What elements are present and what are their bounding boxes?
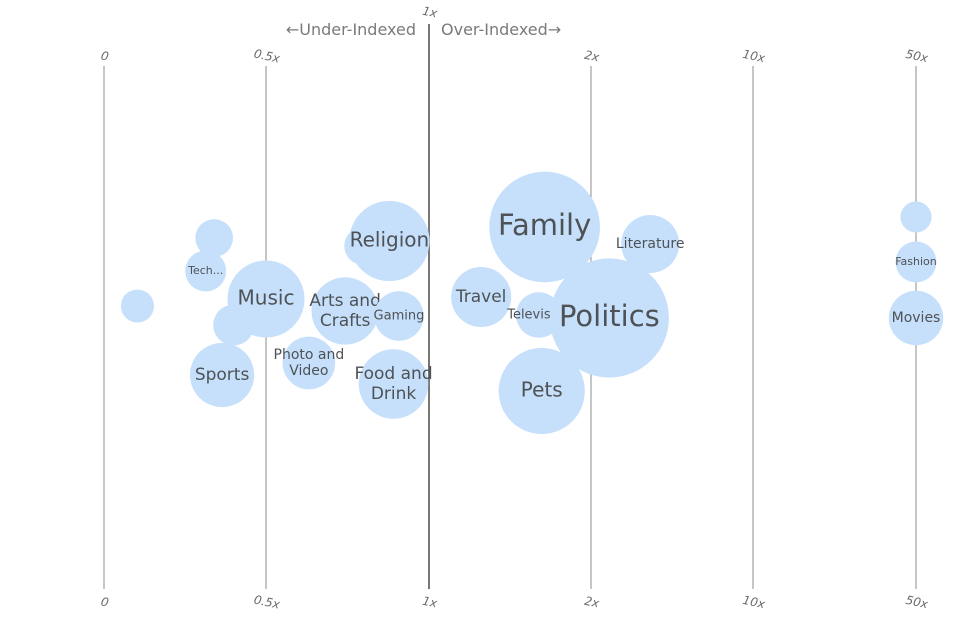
tick-label-bottom: 50x [904, 593, 930, 612]
bubble-label: Video [289, 363, 328, 379]
bubble-label: Movies [892, 310, 941, 326]
bubble-circle [374, 291, 424, 341]
direction-layer: ←Under-Indexed Over-Indexed→ [286, 20, 561, 39]
bubble-literature: Literature [616, 215, 685, 273]
bubble-circle [489, 171, 600, 283]
bubble-circle [185, 250, 227, 292]
bubble-circle [282, 336, 336, 390]
tick-label-bottom: 0.5x [253, 593, 282, 612]
tick-label-bottom: 1x [421, 594, 439, 611]
bubble-label: Pets [521, 378, 563, 402]
bubble-gaming: Gaming [374, 291, 425, 341]
axes-layer: 0 0 0.5x 0.5x 1x 1x 2x 2x 10x 10x 50x 50x [100, 4, 930, 612]
bubble-label: Music [238, 286, 295, 310]
bubble-label: Travel [455, 287, 507, 307]
bubble-circle [895, 241, 937, 283]
bubble-label: Sports [195, 365, 250, 385]
bubble-circle [900, 201, 932, 233]
tick-label-bottom: 10x [741, 593, 767, 612]
bubble-circle [227, 260, 305, 338]
tick-label-top: 0.5x [253, 47, 282, 66]
bubble-circle [120, 289, 154, 323]
bubble-label: Religion [350, 228, 430, 252]
over-indexed-label: Over-Indexed→ [441, 20, 561, 39]
bubble-label: Tech... [187, 264, 223, 277]
bubble-circle [358, 349, 429, 419]
bubble-politics: Politics [549, 258, 669, 378]
bubble-label: Drink [371, 384, 417, 404]
bubble-label: Fashion [895, 255, 937, 268]
bubble-circle [451, 266, 512, 328]
bubble-travel: Travel [451, 266, 512, 328]
bubble-fashion: Fashion [895, 241, 937, 283]
bubble-circle [621, 215, 680, 273]
bubble-family: Family [489, 171, 600, 283]
bubble-unlabeled [120, 289, 154, 323]
bubble-label: Food and [354, 364, 432, 384]
bubble-circle [311, 277, 379, 345]
bubble-label: Family [498, 208, 591, 242]
bubble-unlabeled [900, 201, 932, 233]
bubble-circle [498, 347, 585, 435]
bubble-label: Politics [559, 299, 660, 333]
tick-label-bottom: 0 [100, 594, 111, 609]
bubble-label: Arts and [309, 291, 381, 311]
bubble-tech: Tech... [185, 250, 227, 292]
bubble-circle [549, 258, 669, 378]
bubble-sports: Sports [189, 342, 255, 408]
under-indexed-label: ←Under-Indexed [286, 20, 416, 39]
bubble-label: Photo and [274, 347, 345, 363]
tick-label-top: 10x [741, 47, 767, 66]
bubble-unlabeled [195, 219, 233, 257]
bubble-circle [888, 290, 944, 346]
bubble-circle [189, 342, 255, 408]
bubble-circle [516, 292, 562, 338]
tick-label-top: 2x [583, 48, 601, 65]
tick-label-top: 1x [421, 4, 439, 21]
bubble-circle [349, 200, 430, 282]
tick-label-top: 50x [904, 47, 930, 66]
bubble-music: Music [227, 260, 305, 338]
bubble-pets: Pets [498, 347, 585, 435]
tick-label-top: 0 [100, 48, 111, 63]
tick-label-bottom: 2x [583, 594, 601, 611]
bubble-label: Gaming [374, 309, 425, 324]
bubble-movies: Movies [888, 290, 944, 346]
bubble-religion: Religion [349, 200, 430, 282]
bubble-label: Literature [616, 236, 685, 252]
bubble-circle [195, 219, 233, 257]
bubble-label: Crafts [320, 311, 371, 331]
